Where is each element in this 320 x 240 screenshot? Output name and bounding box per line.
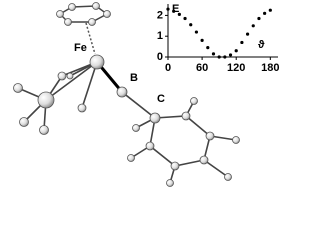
data-point bbox=[200, 38, 204, 42]
cp-atoms bbox=[56, 2, 111, 26]
data-point bbox=[172, 9, 176, 13]
data-point bbox=[217, 55, 221, 59]
data-point bbox=[206, 46, 210, 50]
x-axis-label: ϑ bbox=[258, 39, 265, 51]
data-point bbox=[166, 7, 170, 11]
y-axis-label: E bbox=[172, 3, 179, 15]
y-tick-label: 1 bbox=[157, 30, 163, 42]
x-tick-label: 120 bbox=[227, 62, 245, 74]
atom-label: Fe bbox=[74, 42, 87, 54]
data-point bbox=[245, 32, 250, 36]
bonds bbox=[17, 61, 237, 184]
molecule: Fe B C bbox=[13, 2, 240, 187]
data-point bbox=[263, 11, 267, 15]
data-point bbox=[183, 16, 187, 21]
atoms bbox=[13, 54, 240, 187]
data-point bbox=[268, 8, 272, 12]
x-tick-label: 0 bbox=[165, 62, 171, 74]
y-tick-label: 2 bbox=[157, 9, 163, 21]
data-point bbox=[211, 52, 216, 56]
data-point bbox=[223, 55, 227, 59]
data-point bbox=[234, 49, 238, 53]
data-point bbox=[240, 40, 244, 45]
y-tick-label: 0 bbox=[157, 51, 163, 63]
atom-label: B bbox=[130, 72, 138, 84]
data-point bbox=[257, 16, 261, 21]
data-point bbox=[194, 30, 199, 34]
x-tick-label: 180 bbox=[261, 62, 279, 74]
x-tick-label: 60 bbox=[196, 62, 208, 74]
data-point bbox=[251, 24, 255, 28]
data-point bbox=[189, 23, 193, 27]
data-point bbox=[177, 12, 181, 16]
atom-label: C bbox=[157, 93, 165, 105]
data-point bbox=[228, 53, 233, 57]
cp-fe-bond bbox=[85, 22, 96, 55]
